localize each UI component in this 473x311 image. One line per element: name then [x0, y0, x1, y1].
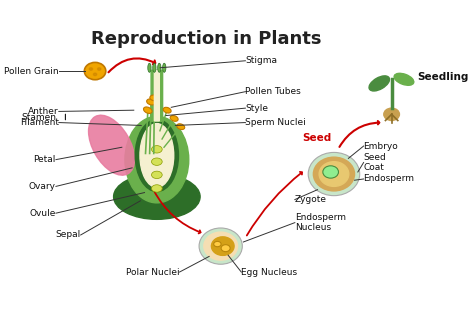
Text: Reproduction in Plants: Reproduction in Plants: [91, 30, 322, 48]
Ellipse shape: [323, 166, 339, 178]
Ellipse shape: [163, 107, 171, 113]
Ellipse shape: [143, 107, 152, 114]
Text: Petal: Petal: [34, 155, 56, 164]
Ellipse shape: [140, 123, 174, 188]
Text: Endosperm: Endosperm: [364, 174, 415, 183]
Ellipse shape: [158, 63, 161, 72]
Text: Zygote: Zygote: [295, 195, 327, 204]
Ellipse shape: [177, 124, 185, 130]
FancyBboxPatch shape: [154, 71, 159, 121]
Text: Endosperm
Nucleus: Endosperm Nucleus: [295, 213, 346, 232]
Ellipse shape: [394, 73, 414, 85]
Text: Style: Style: [245, 104, 268, 113]
Ellipse shape: [308, 152, 359, 196]
Ellipse shape: [384, 108, 399, 120]
Text: Seed: Seed: [302, 133, 331, 143]
Ellipse shape: [151, 146, 162, 153]
Ellipse shape: [153, 63, 156, 72]
Ellipse shape: [170, 116, 178, 121]
Text: Embryo: Embryo: [364, 142, 398, 151]
Text: Seed
Coat: Seed Coat: [364, 153, 386, 172]
Text: Ovule: Ovule: [30, 209, 56, 218]
Ellipse shape: [214, 241, 221, 247]
Text: Filament: Filament: [20, 118, 59, 127]
Text: Pollen Tubes: Pollen Tubes: [245, 87, 301, 96]
Ellipse shape: [151, 185, 162, 192]
Ellipse shape: [199, 228, 242, 264]
Text: Polar Nuclei: Polar Nuclei: [126, 267, 179, 276]
Ellipse shape: [97, 68, 101, 70]
Text: Seedling: Seedling: [417, 72, 469, 82]
Ellipse shape: [163, 63, 166, 72]
Ellipse shape: [150, 95, 159, 101]
Ellipse shape: [204, 232, 237, 260]
Ellipse shape: [94, 73, 96, 76]
Ellipse shape: [314, 157, 355, 191]
Ellipse shape: [88, 115, 134, 175]
Ellipse shape: [369, 76, 389, 91]
Ellipse shape: [89, 68, 93, 70]
Ellipse shape: [148, 63, 151, 72]
Ellipse shape: [114, 174, 200, 219]
Ellipse shape: [211, 237, 234, 255]
Ellipse shape: [135, 119, 178, 192]
Ellipse shape: [319, 162, 349, 186]
Ellipse shape: [151, 158, 162, 165]
FancyBboxPatch shape: [151, 70, 163, 121]
Ellipse shape: [147, 99, 156, 105]
Ellipse shape: [221, 245, 230, 252]
Text: Sepal: Sepal: [55, 230, 81, 239]
Ellipse shape: [125, 116, 189, 203]
Ellipse shape: [84, 63, 106, 80]
Text: Stamen: Stamen: [21, 113, 56, 122]
Text: Stigma: Stigma: [245, 56, 277, 65]
Text: Anther: Anther: [28, 107, 59, 116]
Text: Sperm Nuclei: Sperm Nuclei: [245, 118, 306, 127]
Text: Egg Nucleus: Egg Nucleus: [241, 267, 298, 276]
Ellipse shape: [151, 171, 162, 179]
Text: Ovary: Ovary: [29, 182, 56, 191]
Text: Pollen Grain: Pollen Grain: [4, 67, 59, 76]
